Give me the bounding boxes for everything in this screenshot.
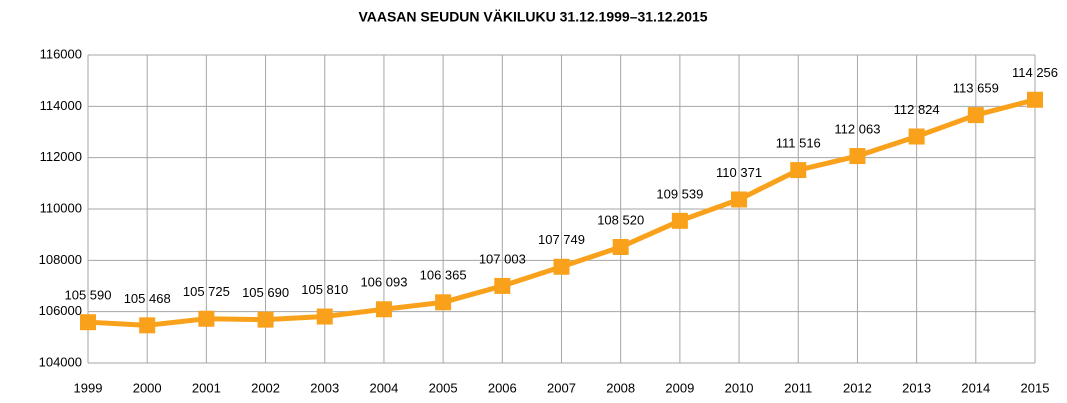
x-tick-label: 2003 <box>310 380 339 395</box>
x-tick-label: 2007 <box>547 380 576 395</box>
x-tick-label: 2014 <box>961 380 990 395</box>
x-tick-label: 2009 <box>665 380 694 395</box>
point-marker <box>731 191 748 208</box>
value-label: 107 749 <box>538 232 585 247</box>
point-marker <box>375 301 392 318</box>
value-label: 106 093 <box>360 275 407 290</box>
value-label: 108 520 <box>597 212 644 227</box>
value-label: 105 725 <box>183 284 230 299</box>
point-marker <box>908 128 925 145</box>
y-tick-label: 114000 <box>40 98 82 113</box>
x-tick-label: 2004 <box>369 380 398 395</box>
x-tick-label: 2012 <box>843 380 872 395</box>
point-marker <box>671 212 688 229</box>
value-label: 105 468 <box>124 291 171 306</box>
x-tick-label: 2010 <box>725 380 754 395</box>
x-tick-label: 2001 <box>192 380 221 395</box>
value-label: 111 516 <box>776 136 821 151</box>
point-marker <box>316 308 333 325</box>
x-tick-label: 2002 <box>251 380 280 395</box>
value-label: 107 003 <box>479 251 526 266</box>
y-tick-label: 108000 <box>39 252 82 267</box>
x-tick-label: 2005 <box>429 380 458 395</box>
value-label: 113 659 <box>953 81 999 96</box>
point-marker <box>435 294 452 311</box>
x-tick-label: 2006 <box>488 380 517 395</box>
point-marker <box>553 258 570 275</box>
point-marker <box>80 314 96 331</box>
x-tick-label: 1999 <box>74 380 103 395</box>
point-marker <box>139 317 156 334</box>
value-label: 114 256 <box>1012 65 1058 80</box>
x-tick-label: 2008 <box>606 380 635 395</box>
point-marker <box>790 162 807 179</box>
value-label: 112 063 <box>834 121 880 136</box>
x-tick-label: 2000 <box>133 380 162 395</box>
y-tick-label: 110000 <box>40 200 82 215</box>
value-label: 106 365 <box>420 268 467 283</box>
y-tick-label: 116000 <box>40 46 82 61</box>
point-marker <box>967 107 984 124</box>
y-tick-label: 104000 <box>39 354 82 369</box>
point-marker <box>494 277 511 294</box>
x-tick-label: 2011 <box>784 380 812 395</box>
value-label: 105 590 <box>65 288 112 303</box>
x-tick-label: 2013 <box>902 380 931 395</box>
value-label: 110 371 <box>716 165 762 180</box>
chart-title: VAASAN SEUDUN VÄKILUKU 31.12.1999–31.12.… <box>358 9 707 25</box>
point-marker <box>849 148 866 165</box>
value-label: 112 824 <box>894 102 940 117</box>
point-marker <box>257 311 274 328</box>
x-tick-label: 2015 <box>1021 380 1050 395</box>
value-label: 109 539 <box>656 186 703 201</box>
y-tick-label: 112000 <box>40 149 82 164</box>
value-label: 105 690 <box>242 285 289 300</box>
y-tick-label: 106000 <box>39 303 82 318</box>
point-marker <box>1027 91 1043 108</box>
point-marker <box>612 238 629 255</box>
point-marker <box>198 310 215 327</box>
value-label: 105 810 <box>301 282 348 297</box>
